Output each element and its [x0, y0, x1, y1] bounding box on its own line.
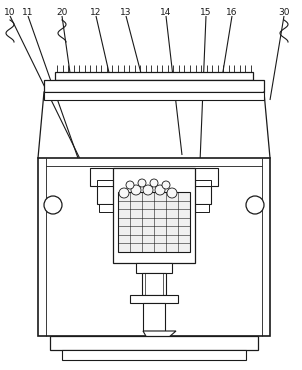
- Text: 20: 20: [56, 8, 68, 17]
- Circle shape: [131, 185, 141, 195]
- Bar: [118, 192, 190, 252]
- Bar: [90, 168, 218, 186]
- Bar: [142, 273, 166, 295]
- Circle shape: [119, 188, 129, 198]
- Text: 16: 16: [226, 8, 238, 17]
- Bar: [97, 186, 115, 204]
- Bar: [55, 72, 253, 80]
- Circle shape: [126, 181, 134, 189]
- Bar: [44, 92, 264, 100]
- Circle shape: [155, 185, 165, 195]
- Bar: [136, 263, 172, 273]
- Bar: [193, 186, 211, 204]
- Bar: [99, 204, 113, 212]
- Polygon shape: [143, 331, 176, 350]
- Bar: [50, 336, 258, 350]
- Bar: [113, 168, 195, 263]
- Text: 10: 10: [4, 8, 16, 17]
- Bar: [38, 158, 270, 336]
- Circle shape: [143, 185, 153, 195]
- Bar: [44, 80, 264, 92]
- Circle shape: [44, 196, 62, 214]
- Text: 13: 13: [120, 8, 132, 17]
- Bar: [195, 204, 209, 212]
- Text: 11: 11: [22, 8, 34, 17]
- Bar: [62, 350, 246, 360]
- Circle shape: [162, 181, 170, 189]
- Text: 15: 15: [200, 8, 212, 17]
- Text: 30: 30: [278, 8, 290, 17]
- Text: 14: 14: [160, 8, 172, 17]
- Text: 12: 12: [90, 8, 102, 17]
- Circle shape: [167, 188, 177, 198]
- Bar: [130, 295, 178, 303]
- Circle shape: [138, 179, 146, 187]
- Circle shape: [246, 196, 264, 214]
- Circle shape: [150, 179, 158, 187]
- Bar: [143, 303, 165, 331]
- Bar: [97, 180, 115, 186]
- Bar: [193, 180, 211, 186]
